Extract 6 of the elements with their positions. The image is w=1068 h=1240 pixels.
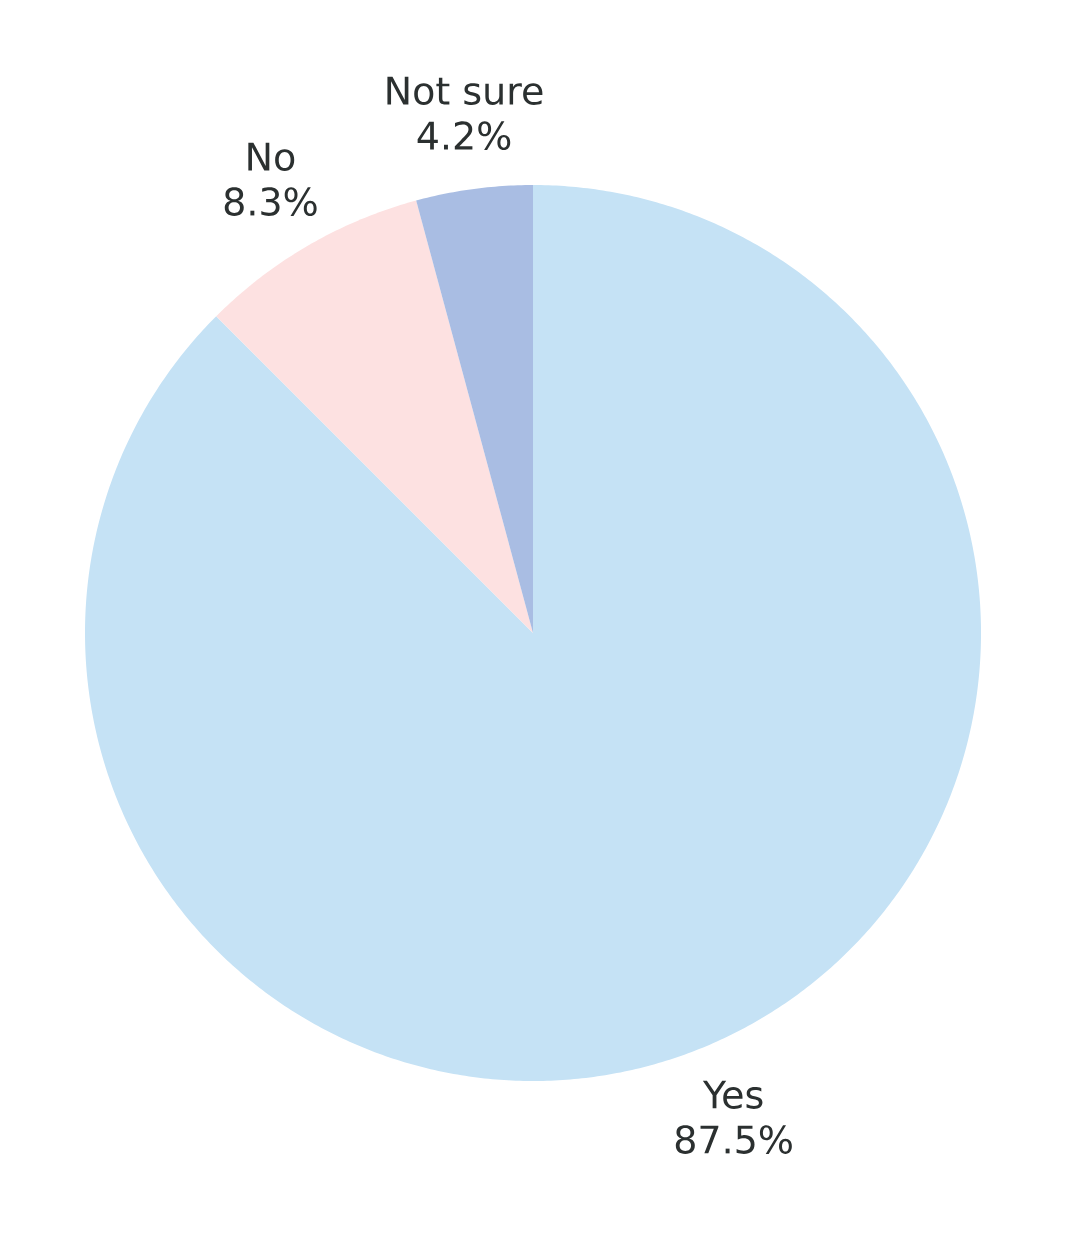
slice-label: Not sure — [387, 76, 543, 106]
slice-label: No — [248, 142, 295, 171]
slice-label: Yes — [702, 1080, 763, 1109]
data-label: 8.3% — [224, 187, 317, 216]
data-label: 87.5% — [675, 1125, 792, 1154]
data-label: 4.2% — [417, 121, 511, 151]
